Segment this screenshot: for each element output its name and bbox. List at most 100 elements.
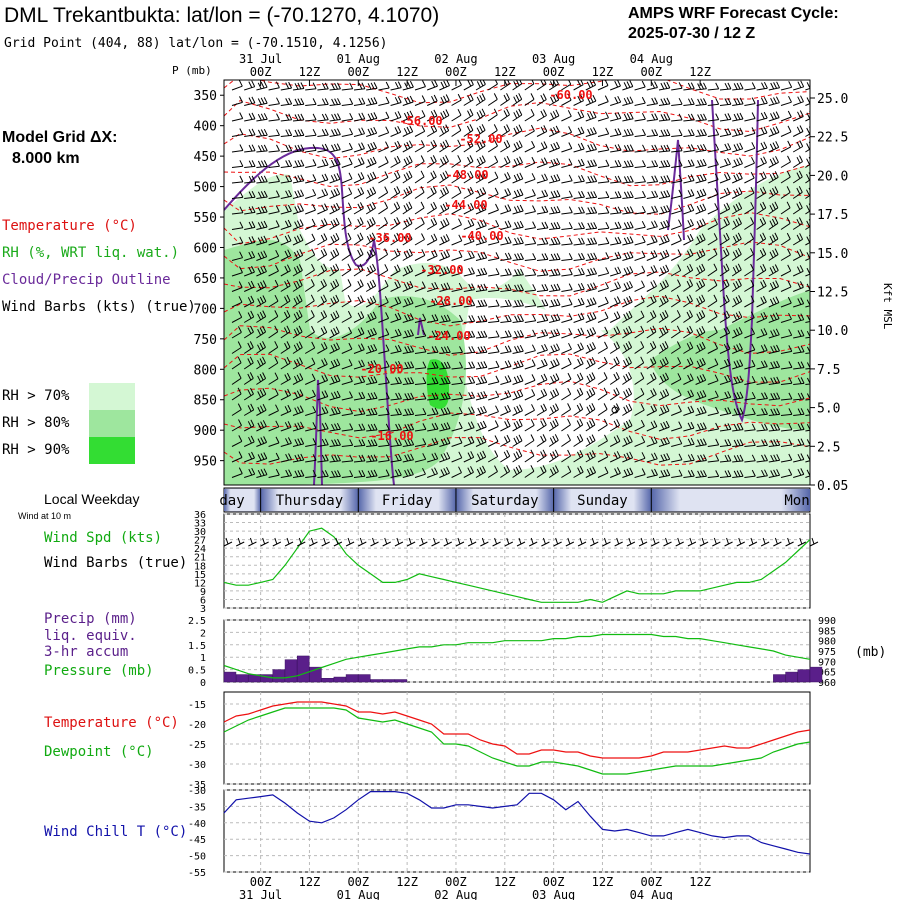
- wind-barb: [768, 264, 779, 277]
- temperature-labels: -60.00 -56.00 -52.00 -48.00 -44.00 -40.00 -36.…: [360, 88, 592, 443]
- wind-barb: [475, 330, 488, 339]
- wind-barb: [402, 186, 413, 199]
- wind-barb: [243, 419, 255, 432]
- forecast-cycle-label: AMPS WRF Forecast Cycle:: [628, 5, 839, 22]
- wind-barb: [427, 467, 438, 478]
- weekday-label: Friday: [382, 493, 433, 509]
- wind-barb: [268, 420, 280, 432]
- wind-barb: [475, 376, 488, 385]
- wind-barb: [756, 423, 768, 432]
- wind-barb: [500, 93, 510, 106]
- wind-barb: [671, 405, 682, 416]
- wind-barb: [231, 281, 243, 292]
- panel-tick-label: 1: [200, 653, 206, 664]
- wind-barb: [475, 345, 488, 354]
- top-hour-label: 12Z: [494, 65, 516, 79]
- wind-barb: [256, 436, 268, 447]
- wind-speed-title: Wind Spd (kts): [44, 530, 162, 546]
- wind-barb: [707, 263, 718, 277]
- wind-barb: [317, 113, 329, 122]
- wind-barb: [353, 359, 365, 370]
- weekday-cell: [455, 489, 554, 511]
- wind-barb: [365, 263, 376, 277]
- temperature-label: -36.00: [368, 231, 411, 245]
- wind-barb: [378, 439, 390, 447]
- wind-barb: [732, 375, 744, 385]
- weekday-label: Mon: [784, 493, 809, 509]
- wind-barb: [292, 204, 304, 215]
- wind-barb: [780, 186, 791, 199]
- wind-barb: [451, 93, 462, 106]
- wind-barb: [366, 112, 378, 122]
- wind-barb: [561, 357, 572, 370]
- wind-barb: [524, 253, 537, 261]
- wind-barb: [524, 205, 536, 215]
- wind-barb: [731, 279, 742, 292]
- wind-barb: [366, 376, 378, 385]
- pressure-tick-label: 450: [194, 150, 217, 165]
- wind-barb: [487, 435, 499, 447]
- wind-barb: [451, 234, 463, 246]
- wind-barb: [317, 82, 329, 91]
- wind-barb: [463, 346, 476, 354]
- wind-barb: [671, 437, 683, 447]
- wind-barb: [402, 170, 413, 184]
- wind-barb: [622, 112, 634, 122]
- wind-barb: [402, 438, 415, 447]
- wind-barb: [292, 264, 303, 277]
- wind-barb: [707, 374, 719, 385]
- wind-barb: [268, 372, 279, 385]
- wind-barb: [451, 330, 463, 339]
- wind-barb: [561, 174, 573, 184]
- precip-bar: [309, 666, 322, 683]
- wind-barb: [280, 97, 293, 106]
- wind-barb: [244, 144, 256, 153]
- wind-barb: [475, 435, 487, 447]
- wind-barb: [524, 140, 536, 153]
- wind-barb: [585, 387, 596, 401]
- wind-barb: [683, 113, 695, 122]
- wind-barb: [610, 236, 622, 246]
- wind-barb: [573, 252, 585, 261]
- precip-bar: [797, 669, 811, 683]
- wind-barb: [671, 453, 683, 463]
- wind-barb: [634, 235, 646, 246]
- wind-barb: [646, 356, 657, 370]
- wind-barb: [792, 140, 804, 153]
- wind-barb: [695, 325, 706, 339]
- wind-barb: [622, 144, 634, 153]
- wind-barb: [536, 314, 549, 323]
- wind-barb: [768, 141, 780, 153]
- panel-frame: [223, 691, 811, 785]
- wind-barb: [390, 201, 401, 215]
- wind-barb: [451, 376, 463, 385]
- wind-barb: [671, 113, 683, 122]
- top-hour-label: 12Z: [592, 65, 614, 79]
- wind-barb: [549, 206, 561, 215]
- bottom-date-label: 04 Aug: [630, 888, 673, 900]
- wind-barb: [683, 325, 694, 339]
- wind-barb: [292, 437, 305, 447]
- wind-barb: [256, 81, 268, 91]
- wind-barb: [280, 294, 291, 308]
- wind-barb: [780, 280, 792, 292]
- wind-barb: [256, 356, 266, 370]
- wind-barb: [512, 314, 524, 323]
- wind-barb: [244, 250, 256, 261]
- wind-barb: [244, 451, 255, 463]
- wind-barb: [610, 191, 622, 199]
- wind-barb: [378, 392, 390, 401]
- wind-barb: [793, 361, 805, 370]
- wind-barb: [512, 80, 523, 91]
- wind-barb: [658, 279, 669, 292]
- wind-barb: [231, 451, 243, 463]
- wind-barb: [671, 189, 683, 199]
- weekday-label: Saturday: [471, 493, 538, 509]
- wind-barb: [683, 421, 695, 432]
- wind-barb: [390, 186, 401, 199]
- wind-barb: [475, 124, 486, 137]
- wind-barb: [231, 356, 242, 370]
- wind-barb: [500, 330, 512, 339]
- wind-barb: [488, 405, 499, 416]
- wind-barb: [390, 328, 402, 339]
